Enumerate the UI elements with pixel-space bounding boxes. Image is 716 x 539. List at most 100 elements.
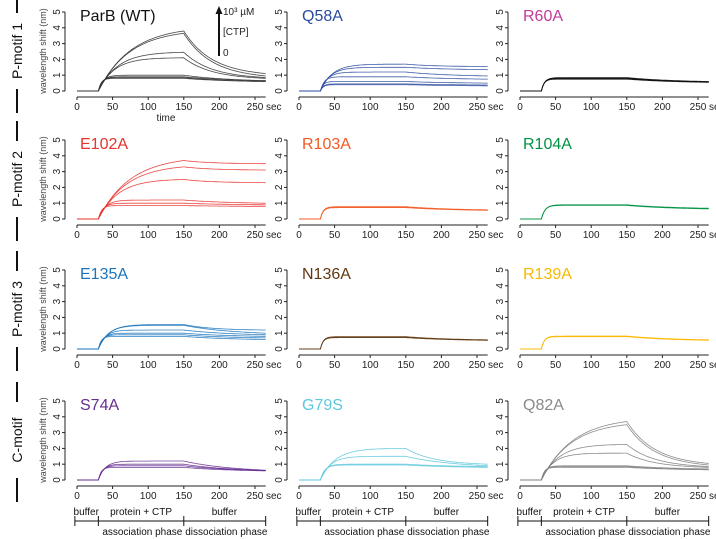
y-tick-label: 3 xyxy=(274,40,285,46)
panel-r60a: 012345050100150200250secR60A xyxy=(495,8,716,113)
inset-label-mid: [CTP] xyxy=(223,27,249,38)
x-unit-label: sec xyxy=(488,230,504,241)
x-tick-label: 50 xyxy=(550,491,562,502)
series-line xyxy=(77,30,266,92)
x-unit-label: sec xyxy=(266,360,282,371)
y-tick-label: 4 xyxy=(274,25,285,31)
y-tick-label: 4 xyxy=(52,414,63,420)
panel-title: Q82A xyxy=(523,397,564,414)
x-tick-label: 200 xyxy=(433,102,450,113)
x-tick-label: 100 xyxy=(362,360,379,371)
panel-title: R60A xyxy=(523,8,563,25)
series-line xyxy=(77,57,266,92)
x-tick-label: 200 xyxy=(211,102,228,113)
x-tick-label: 0 xyxy=(296,491,302,502)
y-tick-label: 2 xyxy=(495,56,506,62)
x-tick-label: 200 xyxy=(433,360,450,371)
x-tick-label: 50 xyxy=(329,230,341,241)
y-tick-label: 4 xyxy=(52,283,63,289)
y-axis-label: wavelength shift (nm) xyxy=(38,266,48,353)
x-tick-label: 50 xyxy=(329,102,341,113)
series-line xyxy=(520,467,709,481)
x-tick-label: 250 xyxy=(469,102,486,113)
y-tick-label: 3 xyxy=(52,298,63,304)
x-tick-label: 150 xyxy=(618,491,635,502)
y-tick-label: 0 xyxy=(495,477,506,483)
y-tick-label: 0 xyxy=(495,346,506,352)
x-unit-label: sec xyxy=(709,491,716,502)
series-line xyxy=(299,464,488,481)
x-tick-label: 250 xyxy=(690,102,707,113)
x-tick-label: 200 xyxy=(654,360,671,371)
x-tick-label: 150 xyxy=(397,491,414,502)
y-tick-label: 1 xyxy=(495,72,506,78)
x-unit-label: sec xyxy=(266,102,282,113)
x-tick-label: 100 xyxy=(362,491,379,502)
phase-buffer-label: buffer xyxy=(655,507,681,518)
y-tick-label: 0 xyxy=(274,477,285,483)
series-line xyxy=(520,205,709,220)
y-tick-label: 3 xyxy=(274,168,285,174)
x-tick-label: 50 xyxy=(329,360,341,371)
y-axis-label: wavelength shift (nm) xyxy=(38,136,48,223)
series-line xyxy=(77,205,266,220)
series-line xyxy=(77,336,266,350)
series-line xyxy=(299,81,488,92)
x-tick-label: 0 xyxy=(296,230,302,241)
y-tick-label: 5 xyxy=(52,137,63,143)
inset-label-bottom: 0 xyxy=(223,48,229,59)
series-line xyxy=(77,465,266,481)
y-tick-label: 0 xyxy=(52,477,63,483)
panel-title: R104A xyxy=(523,136,572,153)
phase-buffer-label: buffer xyxy=(296,507,322,518)
y-tick-label: 2 xyxy=(52,184,63,190)
x-tick-label: 0 xyxy=(74,491,80,502)
x-tick-label: 200 xyxy=(211,230,228,241)
row-label-bg xyxy=(6,271,28,347)
series-line xyxy=(77,78,266,92)
dissociation-phase-label: dissociation phase xyxy=(407,527,490,538)
x-unit-label: sec xyxy=(709,360,716,371)
panel-title: N136A xyxy=(302,266,351,283)
panel-title: R103A xyxy=(302,136,351,153)
x-tick-label: 100 xyxy=(140,102,157,113)
panel-title: Q58A xyxy=(302,8,343,25)
x-tick-label: 0 xyxy=(296,360,302,371)
y-tick-label: 5 xyxy=(495,9,506,15)
x-tick-label: 0 xyxy=(74,102,80,113)
y-tick-label: 4 xyxy=(495,153,506,159)
series-line xyxy=(77,166,266,220)
series-line xyxy=(299,455,488,481)
series-line xyxy=(520,424,709,481)
phase-protein-label: protein + CTP xyxy=(110,507,172,518)
x-tick-label: 0 xyxy=(74,230,80,241)
x-tick-label: 100 xyxy=(583,491,600,502)
y-tick-label: 2 xyxy=(52,314,63,320)
phase-protein-label: protein + CTP xyxy=(332,507,394,518)
y-tick-label: 1 xyxy=(52,330,63,336)
x-tick-label: 50 xyxy=(107,360,119,371)
y-tick-label: 5 xyxy=(52,398,63,404)
series-line xyxy=(77,334,266,350)
x-tick-label: 250 xyxy=(247,230,264,241)
y-axis-label: wavelength shift (nm) xyxy=(38,8,48,95)
y-tick-label: 2 xyxy=(274,445,285,451)
y-tick-label: 2 xyxy=(274,184,285,190)
y-tick-label: 4 xyxy=(495,25,506,31)
dissociation-phase-label: dissociation phase xyxy=(185,527,268,538)
x-tick-label: 100 xyxy=(583,102,600,113)
y-tick-label: 5 xyxy=(52,267,63,273)
series-line xyxy=(520,452,709,481)
x-tick-label: 250 xyxy=(469,491,486,502)
y-tick-label: 1 xyxy=(52,200,63,206)
x-tick-label: 200 xyxy=(433,491,450,502)
x-unit-label: sec xyxy=(709,102,716,113)
x-tick-label: 150 xyxy=(175,102,192,113)
series-line xyxy=(77,160,266,220)
